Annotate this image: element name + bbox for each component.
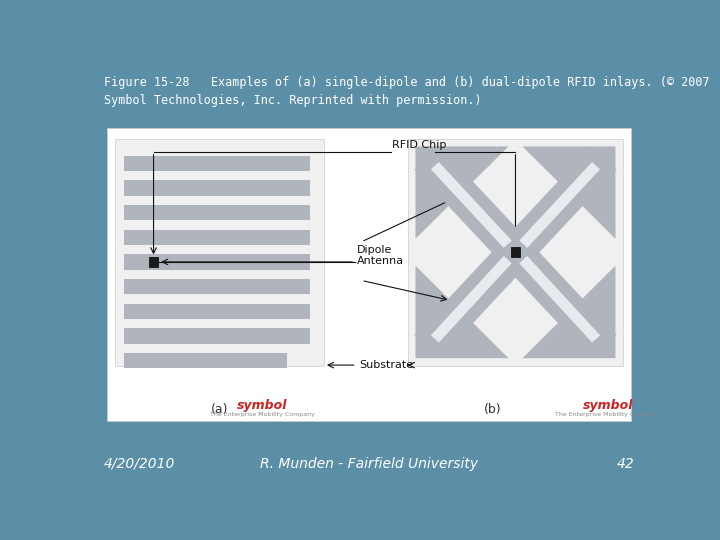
Polygon shape bbox=[431, 256, 512, 342]
Bar bbox=[114, 139, 324, 366]
Bar bbox=[124, 230, 310, 245]
Text: 4/20/2010: 4/20/2010 bbox=[104, 457, 176, 470]
Bar bbox=[107, 128, 631, 421]
Bar bbox=[124, 180, 310, 195]
Bar bbox=[124, 205, 310, 220]
Polygon shape bbox=[523, 266, 616, 358]
Text: Substrate: Substrate bbox=[360, 360, 414, 370]
Polygon shape bbox=[519, 162, 600, 248]
Bar bbox=[124, 254, 310, 269]
Text: (a): (a) bbox=[211, 403, 228, 416]
Polygon shape bbox=[519, 256, 600, 342]
Bar bbox=[510, 247, 520, 256]
Text: Dipole: Dipole bbox=[357, 245, 392, 255]
Text: symbol: symbol bbox=[582, 399, 633, 411]
Bar bbox=[124, 156, 310, 171]
Text: RFID Chip: RFID Chip bbox=[392, 139, 446, 150]
Text: Antenna: Antenna bbox=[357, 256, 405, 266]
Bar bbox=[124, 279, 310, 294]
Polygon shape bbox=[414, 146, 616, 359]
Polygon shape bbox=[415, 146, 508, 239]
Bar bbox=[124, 303, 310, 319]
Polygon shape bbox=[431, 162, 512, 248]
Text: 42: 42 bbox=[616, 457, 634, 470]
Polygon shape bbox=[414, 146, 616, 359]
Bar bbox=[149, 257, 158, 267]
Text: The Enterprise Mobility Company: The Enterprise Mobility Company bbox=[210, 412, 315, 417]
Bar bbox=[408, 139, 624, 366]
Text: Figure 15-28   Examples of (a) single-dipole and (b) dual-dipole RFID inlays. (©: Figure 15-28 Examples of (a) single-dipo… bbox=[104, 76, 710, 106]
Bar bbox=[124, 328, 310, 343]
Text: symbol: symbol bbox=[237, 399, 287, 411]
Polygon shape bbox=[415, 266, 508, 358]
Bar bbox=[124, 353, 287, 368]
Polygon shape bbox=[523, 146, 616, 239]
Text: R. Munden - Fairfield University: R. Munden - Fairfield University bbox=[260, 457, 478, 470]
Text: The Enterprise Mobility Company: The Enterprise Mobility Company bbox=[555, 412, 660, 417]
Text: (b): (b) bbox=[483, 403, 501, 416]
